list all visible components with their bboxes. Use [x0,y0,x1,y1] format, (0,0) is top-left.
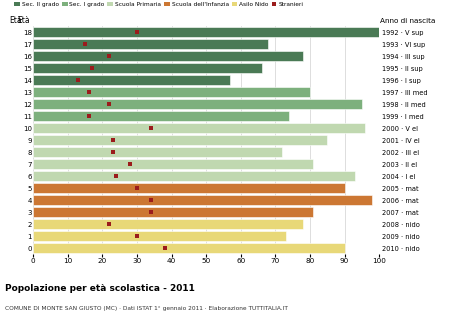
Bar [33,147,283,157]
Text: Anno di nascita: Anno di nascita [380,19,436,24]
Bar [33,111,289,121]
Bar [33,51,303,61]
Bar [33,99,362,109]
Bar [33,63,262,73]
Bar [33,243,345,253]
Legend: Sec. II grado, Sec. I grado, Scuola Primaria, Scuola dell'Infanzia, Asilo Nido, : Sec. II grado, Sec. I grado, Scuola Prim… [12,0,306,9]
Bar [33,183,345,193]
Bar [33,123,365,133]
Text: COMUNE DI MONTE SAN GIUSTO (MC) · Dati ISTAT 1° gennaio 2011 · Elaborazione TUTT: COMUNE DI MONTE SAN GIUSTO (MC) · Dati I… [5,306,288,311]
Bar [33,39,268,49]
Bar [33,135,327,145]
Bar [33,195,372,205]
Bar [33,75,230,85]
Bar [33,27,379,37]
Bar [33,87,310,97]
Text: Popolazione per età scolastica - 2011: Popolazione per età scolastica - 2011 [5,284,195,293]
Bar [33,171,355,181]
Bar [33,231,286,241]
Bar [33,159,313,169]
Bar [33,207,313,217]
Bar [33,219,303,229]
Text: Età: Età [9,16,22,25]
Text: Età: Età [17,16,30,25]
